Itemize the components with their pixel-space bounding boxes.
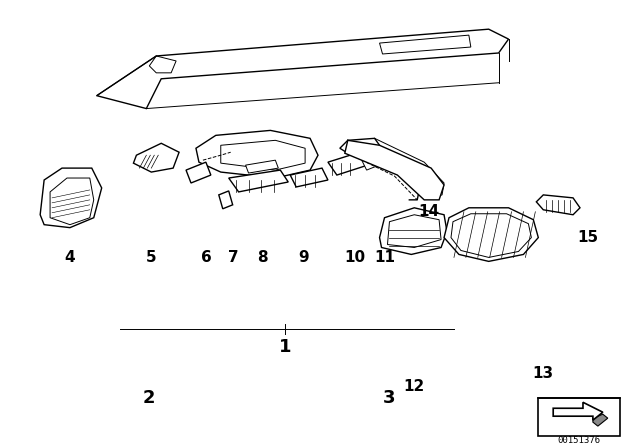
Text: 10: 10: [344, 250, 365, 265]
Polygon shape: [536, 195, 580, 215]
Polygon shape: [362, 152, 387, 170]
Text: 15: 15: [577, 230, 598, 245]
Text: 9: 9: [298, 250, 308, 265]
Text: 00151376: 00151376: [557, 436, 600, 445]
Polygon shape: [228, 170, 288, 192]
Polygon shape: [133, 143, 179, 172]
Polygon shape: [219, 191, 233, 209]
Bar: [538, 398, 620, 436]
Polygon shape: [246, 160, 278, 173]
Polygon shape: [444, 208, 538, 261]
Polygon shape: [340, 138, 380, 153]
Text: 3: 3: [383, 389, 396, 407]
Text: 1: 1: [279, 338, 291, 356]
Text: 14: 14: [419, 204, 440, 219]
Polygon shape: [186, 162, 211, 183]
Text: 6: 6: [200, 250, 211, 265]
Text: 7: 7: [228, 250, 239, 265]
Polygon shape: [345, 140, 444, 200]
Polygon shape: [328, 152, 367, 175]
Text: 8: 8: [257, 250, 268, 265]
Text: 13: 13: [532, 366, 554, 381]
Text: 5: 5: [146, 250, 157, 265]
Polygon shape: [196, 130, 318, 178]
Polygon shape: [290, 168, 328, 187]
Polygon shape: [97, 29, 509, 108]
Polygon shape: [380, 208, 447, 254]
Text: 4: 4: [65, 250, 76, 265]
Text: 12: 12: [404, 379, 425, 394]
Polygon shape: [40, 168, 102, 228]
Text: 11: 11: [374, 250, 395, 265]
Text: 2: 2: [143, 389, 156, 407]
